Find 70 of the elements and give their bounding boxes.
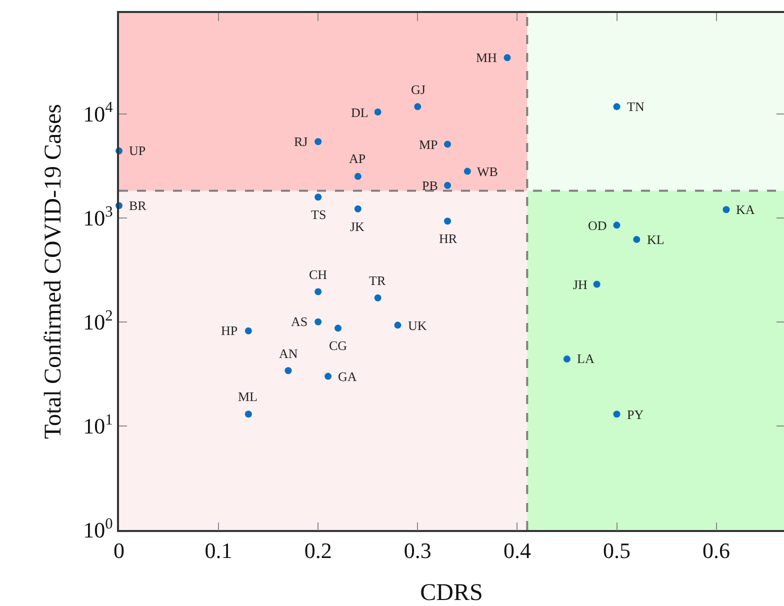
x-tick-label: 0.1 [204, 538, 232, 564]
annotation: TS [311, 207, 326, 222]
point [314, 138, 322, 146]
annotation: JH [573, 277, 588, 292]
point [314, 318, 322, 326]
point [284, 367, 292, 374]
point [444, 182, 452, 189]
annotation: PY [627, 407, 644, 422]
point [314, 288, 322, 296]
x-tick-label: 0.2 [304, 538, 332, 564]
annotation: HP [221, 323, 238, 338]
point [613, 222, 620, 229]
annotation: WB [477, 164, 498, 179]
annotation: KA [736, 202, 756, 217]
annotation: GJ [411, 82, 426, 97]
y-tick-label: 10$^{3}$ [83, 203, 114, 231]
y-axis-title: Total Confirmed COVID-19 Cases [40, 104, 66, 439]
point [563, 355, 570, 362]
point [722, 206, 730, 214]
annotation: DL [351, 105, 368, 120]
annotation: BR [129, 198, 147, 213]
y-tick-label: 10$^{1}$ [83, 411, 113, 439]
annotation: RJ [294, 134, 308, 149]
annotation: MP [419, 137, 438, 152]
y-tick-label: 10$^{0}$ [83, 515, 114, 543]
point [444, 140, 452, 148]
annotation: AS [291, 314, 308, 329]
annotation: UP [129, 143, 146, 158]
point [374, 294, 382, 302]
point [414, 103, 422, 110]
x-tick-label: 0.3 [404, 538, 432, 564]
annotation: HR [439, 231, 458, 246]
annotation: KL [647, 232, 664, 247]
point [334, 324, 342, 332]
annotation: TR [369, 273, 386, 288]
x-tick-label: 0.6 [702, 538, 730, 564]
point [324, 372, 332, 380]
point [374, 108, 382, 116]
y-tick-label: 10$^{4}$ [83, 99, 114, 126]
point [504, 54, 511, 62]
annotation: PB [422, 178, 438, 193]
annotation: GA [338, 369, 358, 384]
annotation: OD [588, 218, 607, 233]
annotation: MH [476, 50, 497, 65]
point [613, 410, 620, 418]
point [354, 172, 362, 180]
annotation: ML [238, 389, 258, 404]
point [633, 236, 640, 243]
annotation: TN [627, 99, 645, 114]
y-tick-label: 10$^{2}$ [83, 307, 113, 335]
annotation: UK [408, 318, 428, 333]
annotation: JK [350, 219, 366, 234]
point [354, 205, 362, 212]
annotation: CH [309, 267, 328, 282]
point [613, 103, 620, 110]
point [593, 280, 600, 288]
x-tick-label: 0.4 [503, 538, 531, 564]
point [314, 194, 322, 201]
x-axis-title: CDRS [420, 580, 483, 606]
point [444, 218, 452, 225]
point [464, 168, 471, 175]
annotation: AN [279, 346, 298, 361]
annotation: LA [577, 351, 595, 366]
annotation: AP [349, 151, 366, 166]
point [244, 327, 252, 334]
point [244, 410, 252, 418]
point [394, 322, 402, 329]
x-tick-label: 0.5 [603, 538, 630, 564]
annotation: CG [329, 338, 348, 353]
x-tick-label: 0 [114, 538, 124, 564]
